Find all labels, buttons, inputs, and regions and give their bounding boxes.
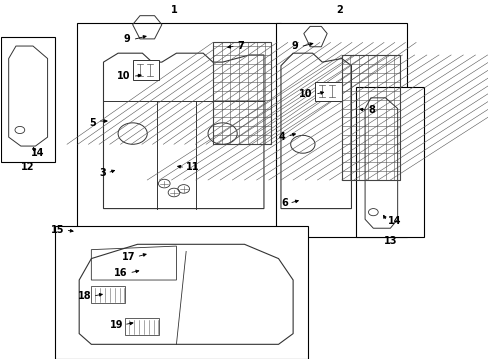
Text: 14: 14: [30, 148, 44, 158]
Text: 4: 4: [279, 132, 285, 142]
Text: 14: 14: [387, 216, 401, 226]
Bar: [341, 55, 399, 180]
Text: 10: 10: [299, 89, 312, 99]
Bar: [314, 82, 341, 102]
Bar: [212, 42, 271, 144]
Text: 13: 13: [383, 236, 396, 246]
Text: 19: 19: [109, 320, 122, 330]
Text: 6: 6: [281, 198, 287, 208]
Text: 5: 5: [89, 118, 96, 128]
Text: 9: 9: [291, 41, 297, 51]
Text: 1: 1: [170, 5, 177, 15]
Text: 8: 8: [368, 105, 375, 115]
Text: 12: 12: [21, 162, 35, 172]
Bar: [77, 23, 281, 237]
Text: 3: 3: [99, 168, 106, 178]
Text: 11: 11: [186, 162, 199, 172]
Bar: [276, 23, 407, 237]
Text: 18: 18: [78, 291, 91, 301]
Bar: [132, 60, 159, 80]
Text: 9: 9: [123, 34, 130, 44]
Text: 2: 2: [335, 5, 342, 15]
Text: 10: 10: [117, 71, 130, 81]
Text: 17: 17: [122, 252, 135, 262]
Bar: [55, 226, 307, 359]
Text: 16: 16: [114, 268, 127, 278]
Bar: [1, 37, 55, 162]
Text: 7: 7: [237, 41, 244, 51]
Bar: [356, 87, 424, 237]
Bar: [91, 286, 125, 303]
Text: 15: 15: [51, 225, 64, 235]
Bar: [125, 318, 159, 336]
